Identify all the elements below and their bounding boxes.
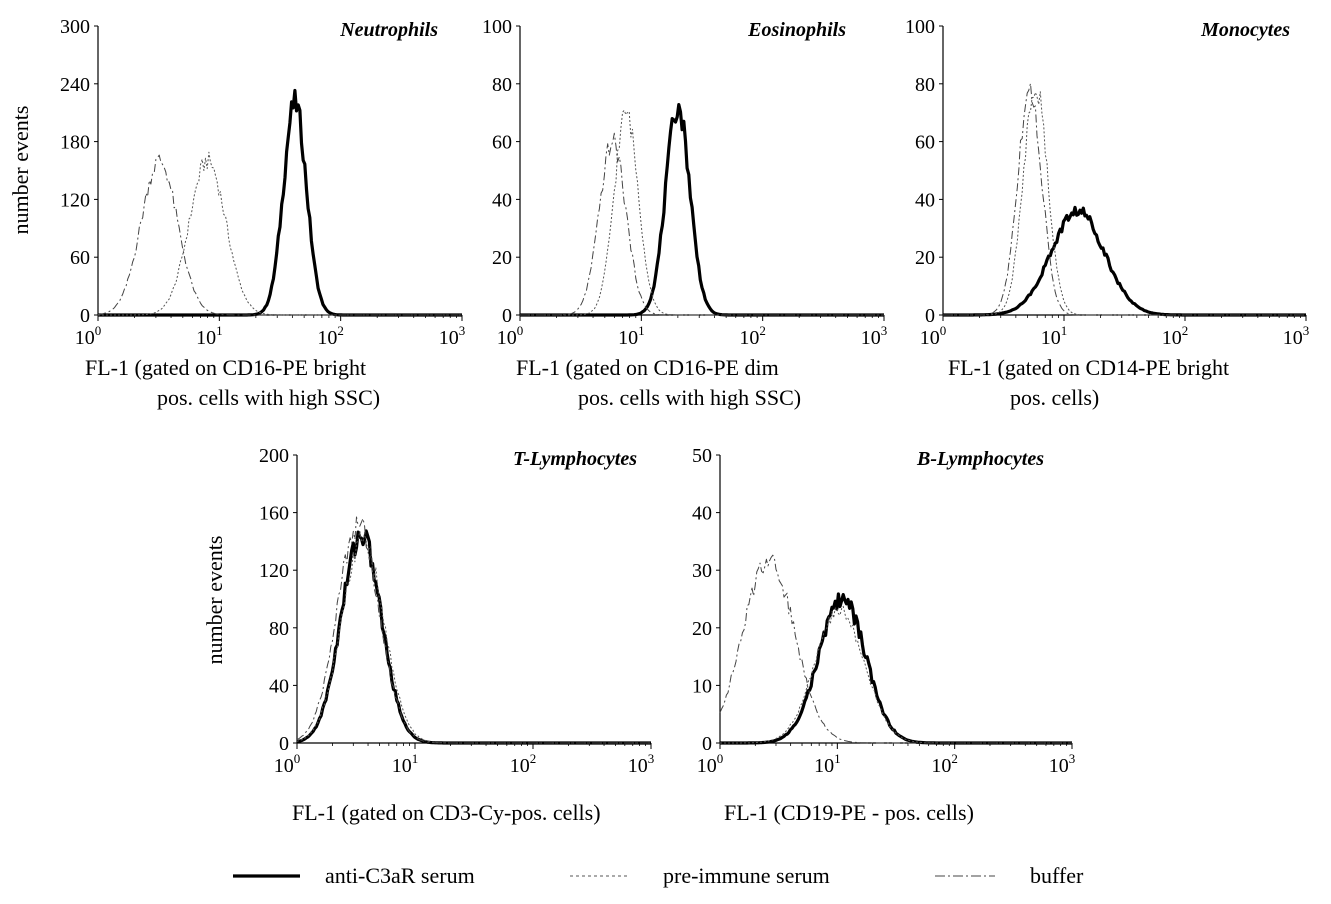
y-tick-label: 0: [80, 305, 90, 327]
chart-panel-4: 0 40 80 120 160 200 100 101 102 103 T-Lymphocytes n…: [202, 445, 654, 825]
x-axis-label: FL-1 (gated on CD3-Cy-pos. cells): [292, 800, 601, 825]
chart-panel-2: 0 20 40 60 80 100 100 101 102 103 Eosinophils FL-1 …: [482, 16, 887, 410]
legend: anti-C3aR serum pre-immune serum buffer: [233, 863, 1084, 888]
x-tick-label: 103: [861, 323, 888, 349]
x-tick-label: 102: [931, 751, 958, 777]
x-tick-label: 100: [920, 323, 947, 349]
y-tick-label: 20: [915, 247, 935, 269]
x-tick-label: 100: [697, 751, 724, 777]
x-tick-label: 102: [317, 323, 344, 349]
y-tick-label: 80: [492, 74, 512, 96]
x-axis-label: FL-1 (gated on CD16-PE dim: [516, 355, 779, 380]
y-tick-label: 160: [259, 503, 289, 525]
y-tick-label: 200: [259, 445, 289, 467]
x-tick-label: 103: [1049, 751, 1076, 777]
x-axis-label: pos. cells with high SSC): [157, 385, 380, 410]
y-tick-label: 240: [60, 74, 90, 96]
y-tick-label: 30: [692, 560, 712, 582]
chart-panel-5: 0 10 20 30 40 50 100 101 102 103 B-Lymphocytes FL-1…: [692, 445, 1075, 825]
y-tick-label: 80: [269, 618, 289, 640]
series-line-pre-immune: [943, 92, 1306, 315]
chart-title: Eosinophils: [747, 19, 846, 41]
series-line-anti-c3ar: [720, 594, 1072, 743]
x-tick-label: 102: [1162, 323, 1189, 349]
series-line-buffer: [943, 84, 1306, 316]
x-tick-label: 101: [814, 751, 841, 777]
y-tick-label: 20: [492, 247, 512, 269]
legend-label-pre-immune: pre-immune serum: [663, 863, 830, 888]
x-tick-label: 103: [439, 323, 466, 349]
y-tick-label: 10: [692, 675, 712, 697]
series-line-buffer: [720, 555, 1072, 743]
series-line-anti-c3ar: [98, 91, 462, 316]
chart-title: B-Lymphocytes: [916, 448, 1044, 470]
x-tick-label: 101: [1041, 323, 1068, 349]
y-tick-label: 40: [492, 189, 512, 211]
series-line-anti-c3ar: [943, 207, 1306, 315]
y-tick-label: 0: [702, 733, 712, 755]
x-tick-label: 101: [618, 323, 645, 349]
y-tick-label: 0: [502, 305, 512, 327]
x-axis-label: pos. cells): [1010, 385, 1099, 410]
x-tick-label: 100: [497, 323, 524, 349]
x-tick-label: 103: [1283, 323, 1310, 349]
x-axis-label: FL-1 (gated on CD14-PE bright: [948, 355, 1229, 380]
y-tick-label: 40: [692, 503, 712, 525]
y-tick-label: 100: [905, 16, 935, 38]
x-tick-label: 100: [274, 751, 301, 777]
y-tick-label: 40: [915, 189, 935, 211]
y-tick-label: 120: [60, 189, 90, 211]
y-tick-label: 0: [925, 305, 935, 327]
x-tick-label: 102: [510, 751, 537, 777]
x-axis-label: pos. cells with high SSC): [578, 385, 801, 410]
y-axis-label: number events: [202, 536, 227, 665]
legend-label-anti-c3ar: anti-C3aR serum: [325, 863, 475, 888]
y-tick-label: 120: [259, 560, 289, 582]
y-axis-label: number events: [8, 106, 33, 235]
series-line-anti-c3ar: [297, 531, 651, 743]
y-tick-label: 60: [492, 132, 512, 154]
chart-title: Monocytes: [1200, 19, 1290, 41]
x-tick-label: 101: [196, 323, 223, 349]
y-tick-label: 300: [60, 16, 90, 38]
series-line-pre-immune: [720, 606, 1072, 743]
y-tick-label: 60: [915, 132, 935, 154]
x-tick-label: 100: [75, 323, 102, 349]
x-tick-label: 103: [628, 751, 655, 777]
x-axis-label: FL-1 (gated on CD16-PE bright: [85, 355, 366, 380]
y-tick-label: 50: [692, 445, 712, 467]
y-tick-label: 100: [482, 16, 512, 38]
chart-panel-1: 0 60 120 180 240 300 100 101 102 103 Neutrophils nu…: [8, 16, 465, 410]
y-tick-label: 20: [692, 618, 712, 640]
x-axis-label: FL-1 (CD19-PE - pos. cells): [724, 800, 974, 825]
chart-title: Neutrophils: [339, 19, 438, 41]
y-tick-label: 80: [915, 74, 935, 96]
chart-title: T-Lymphocytes: [513, 448, 637, 470]
x-tick-label: 102: [739, 323, 766, 349]
y-tick-label: 60: [70, 247, 90, 269]
legend-label-buffer: buffer: [1030, 863, 1084, 888]
x-tick-label: 101: [392, 751, 419, 777]
chart-panel-3: 0 20 40 60 80 100 100 101 102 103 Monocytes FL-1 (g…: [905, 16, 1309, 410]
y-tick-label: 0: [279, 733, 289, 755]
y-tick-label: 40: [269, 675, 289, 697]
series-line-anti-c3ar: [520, 105, 884, 315]
y-tick-label: 180: [60, 132, 90, 154]
